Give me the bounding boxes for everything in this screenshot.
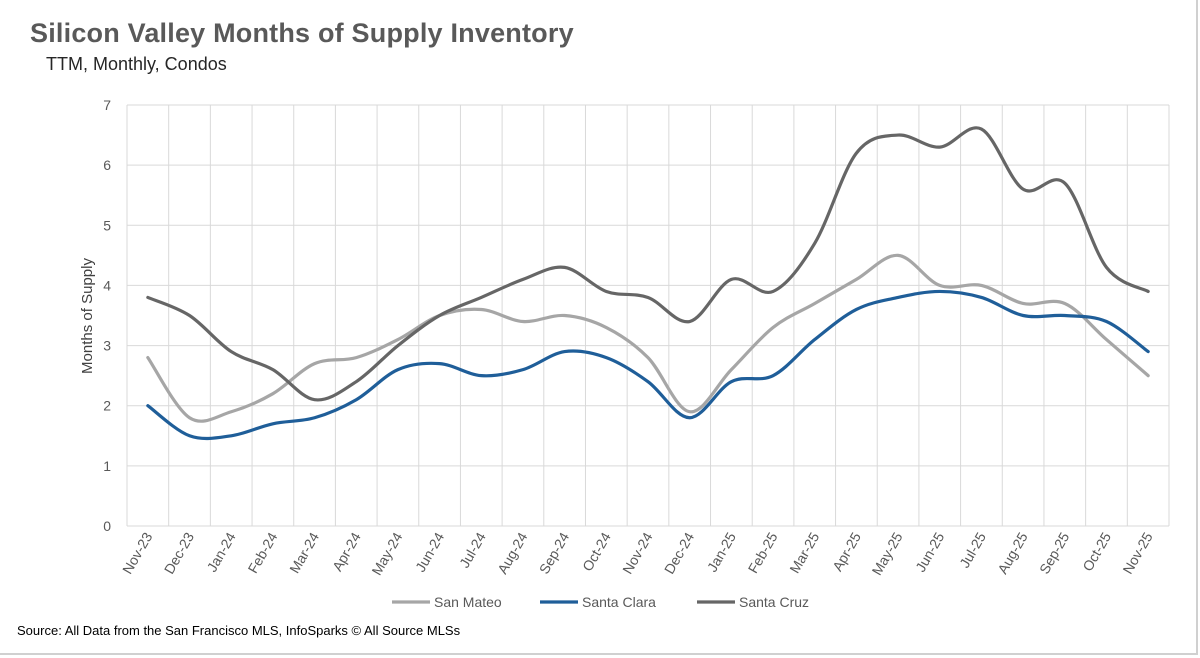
y-tick-label: 1 xyxy=(103,458,111,474)
x-tick-label: Mar-25 xyxy=(786,529,822,576)
series-line-santa-cruz xyxy=(146,126,1150,402)
x-tick-label: Nov-24 xyxy=(619,529,656,576)
x-tick-label: Aug-25 xyxy=(994,529,1031,576)
y-tick-label: 2 xyxy=(103,398,111,414)
y-tick-label: 0 xyxy=(103,518,111,534)
x-tick-label: Jun-25 xyxy=(912,529,947,574)
chart-subtitle: TTM, Monthly, Condos xyxy=(46,54,227,74)
x-tick-label: Nov-23 xyxy=(119,529,156,576)
series-line-san-mateo xyxy=(146,253,1150,423)
x-tick-label: Jun-24 xyxy=(412,529,447,574)
chart-title: Silicon Valley Months of Supply Inventor… xyxy=(30,18,574,48)
x-axis-ticks: Nov-23 Dec-23 Jan-24 Feb-24 Mar-24 Apr-24 May-… xyxy=(119,529,1156,578)
y-tick-label: 6 xyxy=(103,157,111,173)
x-tick-label: Nov-25 xyxy=(1119,529,1156,576)
x-tick-label: Sep-25 xyxy=(1036,529,1073,576)
series-line-santa-clara xyxy=(146,289,1150,441)
y-axis-label: Months of Supply xyxy=(79,258,96,374)
x-tick-label: Oct-24 xyxy=(579,529,614,574)
legend-label: Santa Cruz xyxy=(739,594,809,610)
x-tick-label: May-24 xyxy=(368,529,405,578)
x-tick-label: Oct-25 xyxy=(1079,529,1114,574)
x-tick-label: Apr-25 xyxy=(829,529,864,574)
x-tick-label: Feb-24 xyxy=(244,529,280,576)
legend-label: San Mateo xyxy=(434,594,502,610)
x-tick-label: Mar-24 xyxy=(286,529,322,576)
legend-label: Santa Clara xyxy=(582,594,656,610)
y-tick-label: 4 xyxy=(103,277,111,293)
y-tick-label: 3 xyxy=(103,338,111,354)
y-tick-label: 5 xyxy=(103,217,111,233)
y-axis-ticks: 0 1 2 3 4 5 6 7 xyxy=(103,97,111,534)
x-tick-label: May-25 xyxy=(868,529,905,578)
x-tick-label: Dec-23 xyxy=(161,529,198,576)
x-tick-label: Jul-24 xyxy=(456,529,489,570)
x-tick-label: Aug-24 xyxy=(494,529,531,576)
x-tick-label: Apr-24 xyxy=(329,529,364,574)
x-tick-label: Feb-25 xyxy=(745,529,781,576)
gridlines xyxy=(126,104,1170,527)
x-tick-label: Sep-24 xyxy=(536,529,573,576)
legend: San Mateo Santa Clara Santa Cruz xyxy=(392,594,809,610)
y-tick-label: 7 xyxy=(103,97,111,113)
series-lines xyxy=(146,126,1150,441)
source-note: Source: All Data from the San Francisco … xyxy=(17,623,461,638)
x-tick-label: Jan-24 xyxy=(204,529,239,574)
x-tick-label: Jul-25 xyxy=(956,529,989,570)
x-tick-label: Jan-25 xyxy=(704,529,739,574)
x-tick-label: Dec-24 xyxy=(661,529,698,576)
